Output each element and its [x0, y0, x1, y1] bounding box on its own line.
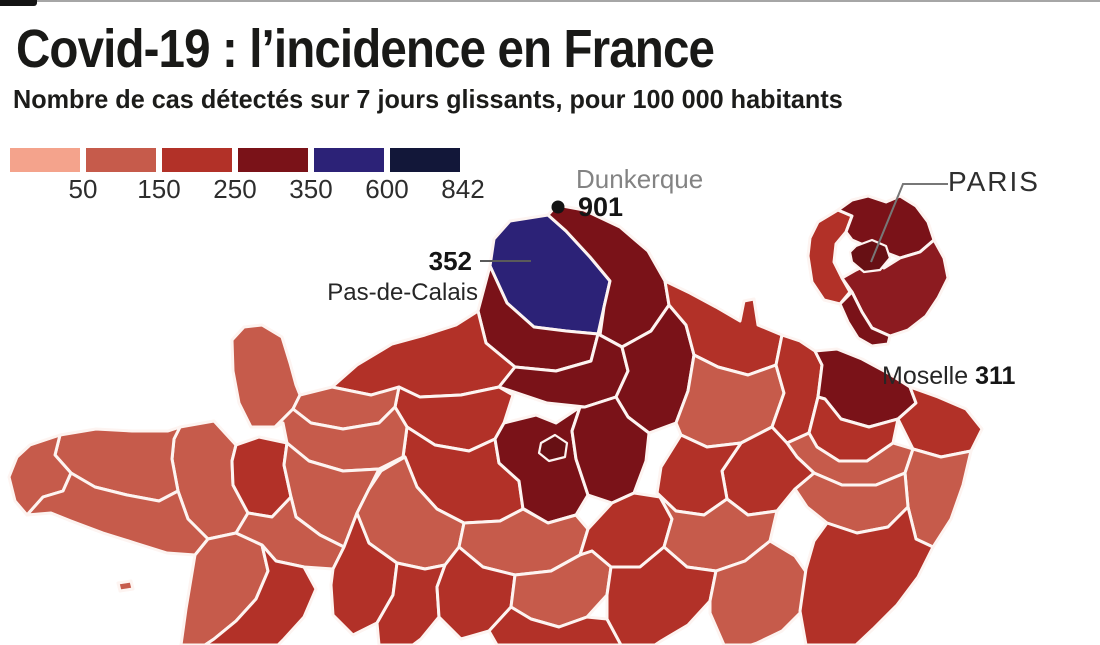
top-corner-artifact: [0, 0, 37, 6]
region-doubs: [798, 505, 935, 645]
legend-value-600: 600: [365, 174, 409, 204]
region-inset-paris-commune: [848, 238, 892, 274]
legend-value-842: 842: [441, 174, 485, 204]
legend-swatch-6: [390, 148, 460, 172]
paris-label: PARIS: [948, 166, 1040, 197]
page-subtitle: Nombre de cas détectés sur 7 jours gliss…: [13, 84, 843, 114]
legend-swatch-3: [162, 148, 232, 172]
dunkerque-city-label: Dunkerque: [576, 164, 704, 194]
page-title: Covid-19 : l’incidence en France: [16, 19, 715, 79]
legend-value-250: 250: [213, 174, 257, 204]
legend-swatch-5: [314, 148, 384, 172]
region-allier: [487, 605, 623, 645]
region-orne: [273, 405, 409, 473]
pas-de-calais-value: 352: [428, 246, 472, 276]
dunkerque-value: 901: [578, 192, 624, 222]
legend-value-350: 350: [289, 174, 333, 204]
legend-swatch-1: [10, 148, 80, 172]
callout-line-2: [870, 183, 948, 263]
region-vendee: [203, 543, 318, 645]
region-paris-commune: [537, 433, 569, 463]
legend-value-150: 150: [137, 174, 181, 204]
dunkerque-dot: [551, 200, 565, 214]
region-seine-et-marne: [570, 395, 651, 505]
pas-de-calais-callout: 352 Pas-de-Calais: [308, 246, 478, 307]
top-edge-line: [0, 0, 1100, 2]
region-inset-sud-paris: [838, 290, 892, 348]
pas-de-calais-label: Pas-de-Calais: [327, 279, 478, 306]
legend-swatch-2: [86, 148, 156, 172]
legend-swatch-4: [238, 148, 308, 172]
moselle-value: 311: [975, 362, 1016, 390]
region-saone-et-loire: [605, 545, 718, 645]
moselle-callout: Moselle 311: [882, 362, 1015, 391]
region-jura: [708, 539, 813, 645]
region-cher: [435, 545, 517, 641]
legend-value-50: 50: [68, 174, 98, 204]
moselle-label: Moselle: [882, 362, 969, 390]
region-belle-ile: [116, 579, 135, 593]
region-inset-hauts-de-seine: [806, 208, 854, 306]
